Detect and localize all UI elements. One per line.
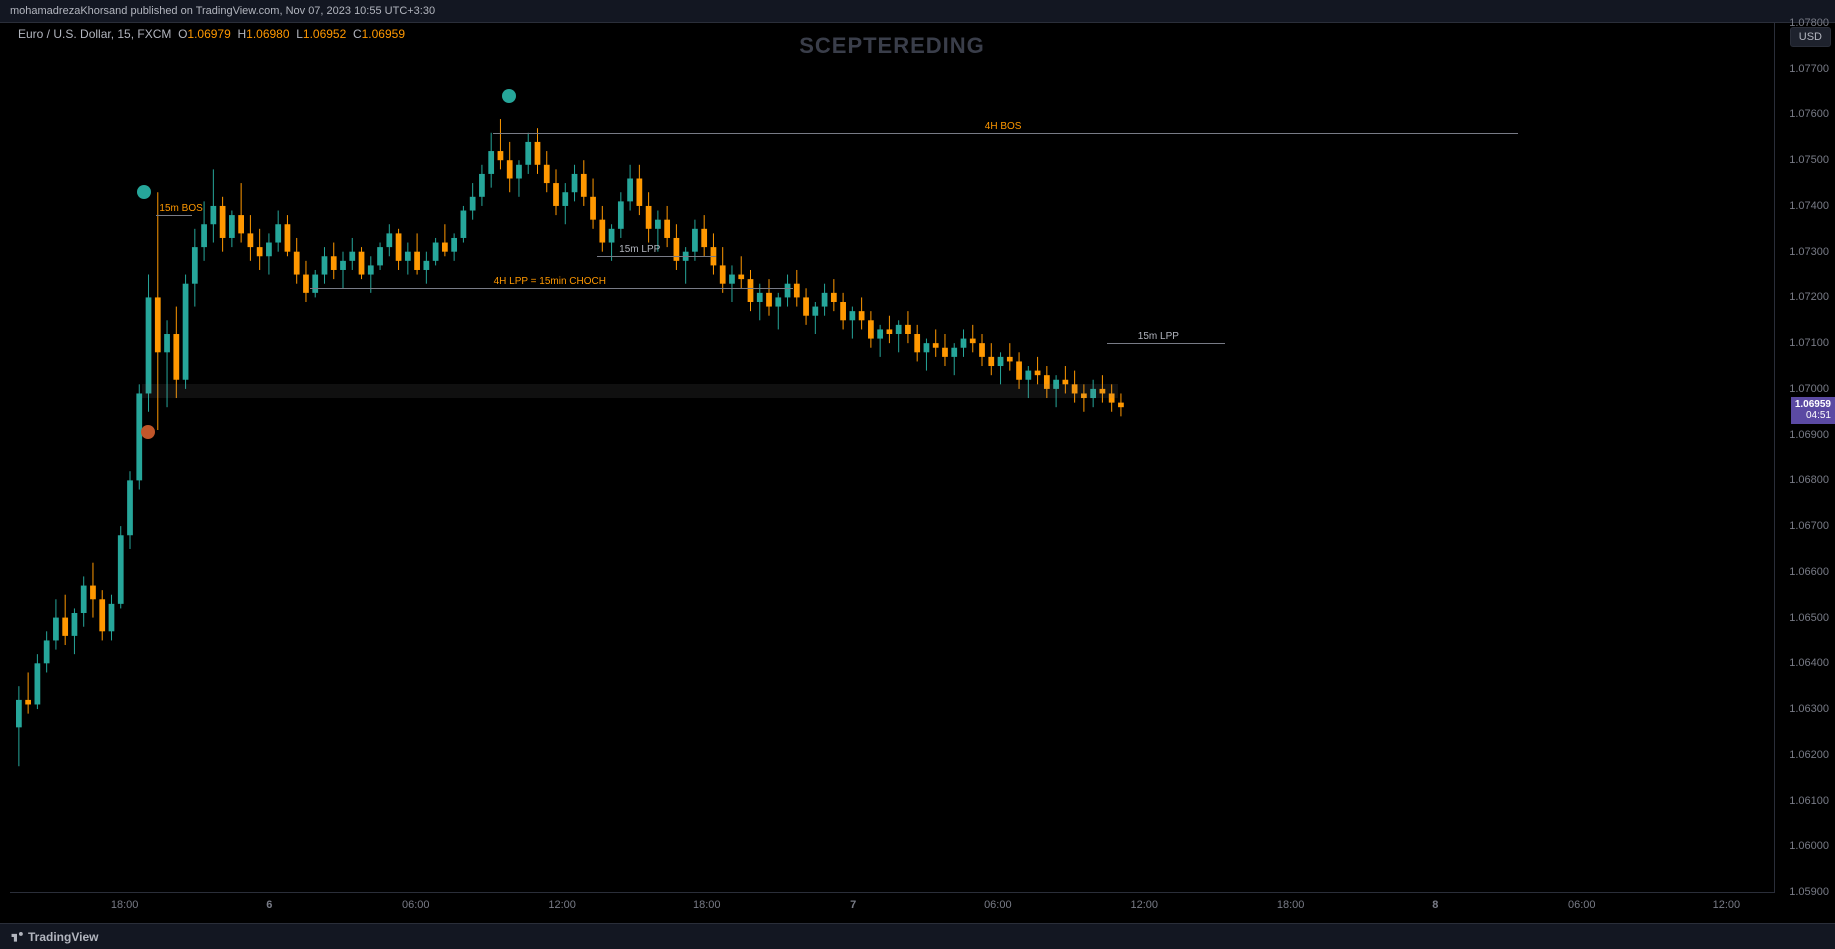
annotation-line [156, 215, 191, 216]
annotation-line [493, 133, 1518, 134]
x-tick: 06:00 [402, 899, 430, 911]
current-price-marker: 1.0695904:51 [1791, 397, 1835, 424]
x-tick: 06:00 [1568, 899, 1596, 911]
y-tick: 1.05900 [1789, 886, 1829, 898]
annotation-line [597, 256, 715, 257]
y-tick: 1.06700 [1789, 520, 1829, 532]
symbol-legend: Euro / U.S. Dollar, 15, FXCM O1.06979 H1… [18, 27, 405, 41]
y-tick: 1.06000 [1789, 840, 1829, 852]
y-tick: 1.06900 [1789, 429, 1829, 441]
x-tick: 06:00 [984, 899, 1012, 911]
x-tick: 18:00 [693, 899, 721, 911]
y-tick: 1.06500 [1789, 612, 1829, 624]
time-axis[interactable]: 18:00 6 06:00 12:00 18:00 7 06:00 12:00 18:00 8 06… [10, 893, 1775, 923]
x-tick: 12:00 [548, 899, 576, 911]
y-tick: 1.07300 [1789, 246, 1829, 258]
tv-icon [10, 930, 24, 944]
x-tick: 6 [266, 899, 272, 911]
annotation-label: 15m LPP [619, 244, 660, 255]
x-tick: 8 [1432, 899, 1438, 911]
x-tick: 12:00 [1713, 899, 1741, 911]
y-tick: 1.07200 [1789, 291, 1829, 303]
y-tick: 1.07000 [1789, 383, 1829, 395]
chart-zone: USD Euro / U.S. Dollar, 15, FXCM O1.0697… [0, 23, 1835, 923]
candlestick-series [10, 23, 1774, 892]
header-text: mohamadrezaKhorsand published on Trading… [10, 5, 435, 17]
y-tick: 1.06200 [1789, 749, 1829, 761]
annotation-label: 15m BOS [159, 203, 202, 214]
x-tick: 7 [850, 899, 856, 911]
currency-badge[interactable]: USD [1790, 27, 1831, 47]
tradingview-logo[interactable]: TradingView [10, 930, 98, 944]
y-tick: 1.07700 [1789, 63, 1829, 75]
annotation-line [310, 288, 793, 289]
price-axis[interactable]: 1.078001.077001.076001.075001.074001.073… [1775, 23, 1835, 893]
y-tick: 1.07100 [1789, 337, 1829, 349]
annotation-dot [141, 425, 155, 439]
y-tick: 1.06600 [1789, 566, 1829, 578]
x-tick: 18:00 [111, 899, 139, 911]
annotation-label: 4H BOS [985, 121, 1022, 132]
annotation-box [142, 384, 1117, 398]
annotation-label: 4H LPP = 15min CHOCH [494, 276, 606, 287]
annotation-line [1107, 343, 1225, 344]
chart-plot-area[interactable]: Euro / U.S. Dollar, 15, FXCM O1.06979 H1… [10, 23, 1775, 893]
y-tick: 1.07600 [1789, 108, 1829, 120]
y-tick: 1.06100 [1789, 795, 1829, 807]
y-tick: 1.06300 [1789, 703, 1829, 715]
annotation-label: 15m LPP [1138, 331, 1179, 342]
x-tick: 12:00 [1130, 899, 1158, 911]
x-tick: 18:00 [1277, 899, 1305, 911]
legend-symbol: Euro / U.S. Dollar, 15, FXCM [18, 27, 171, 41]
header-bar: mohamadrezaKhorsand published on Trading… [0, 0, 1835, 23]
y-tick: 1.06800 [1789, 474, 1829, 486]
footer-bar: TradingView [0, 923, 1835, 949]
y-tick: 1.07500 [1789, 154, 1829, 166]
y-tick: 1.06400 [1789, 657, 1829, 669]
y-tick: 1.07400 [1789, 200, 1829, 212]
